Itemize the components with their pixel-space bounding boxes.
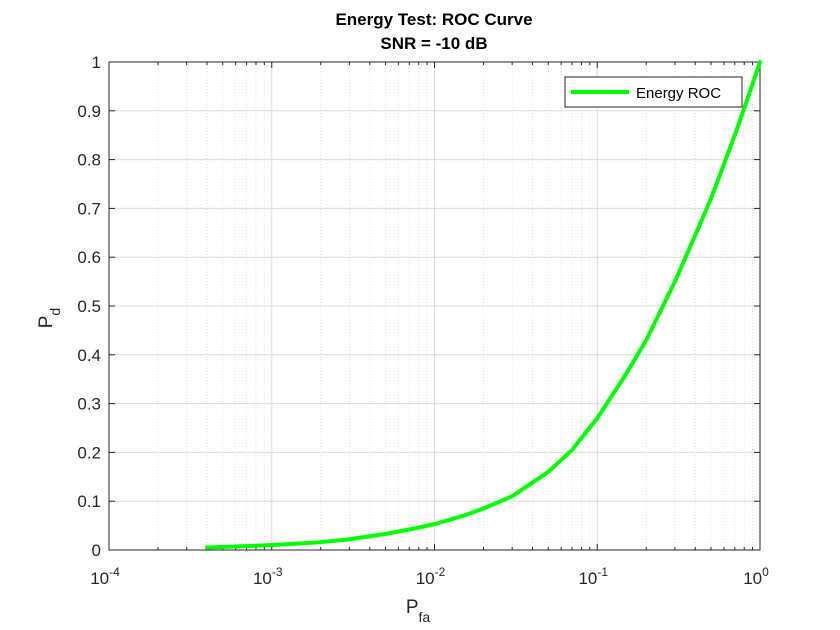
series-layer (204, 60, 762, 550)
x-tick-exponent: -1 (597, 565, 608, 579)
y-axis-label: Pd (36, 308, 63, 328)
x-axis-label-sub: fa (419, 609, 431, 625)
x-tick-base: 10 (578, 569, 597, 588)
x-tick-base: 10 (90, 569, 109, 588)
x-tick-label: 10-1 (578, 565, 608, 588)
x-tick-label: 10-3 (253, 565, 283, 588)
y-tick-label: 0.1 (77, 492, 101, 511)
x-tick-label: 10-2 (416, 565, 446, 588)
x-tick-exponent: -3 (272, 565, 283, 579)
y-tick-label: 0.2 (77, 443, 101, 462)
legend-label-energy-roc: Energy ROC (636, 85, 721, 102)
y-tick-label: 1 (92, 53, 101, 72)
y-axis-label-main: P (36, 316, 57, 329)
x-tick-label: 100 (743, 565, 769, 588)
grid (108, 61, 761, 551)
x-tick-exponent: -2 (435, 565, 446, 579)
chart-title: Energy Test: ROC Curve (335, 10, 532, 29)
y-tick-label: 0.8 (77, 151, 101, 170)
y-tick-label: 0.7 (77, 199, 101, 218)
y-tick-label: 0 (92, 541, 101, 560)
y-tick-label: 0.5 (77, 297, 101, 316)
x-tick-exponent: 0 (762, 565, 769, 579)
x-tick-base: 10 (743, 569, 762, 588)
y-tick-label: 0.9 (77, 102, 101, 121)
y-tick-label: 0.3 (77, 395, 101, 414)
series-line-energy-roc (204, 60, 762, 550)
y-tick-label: 0.4 (77, 346, 101, 365)
chart-subtitle: SNR = -10 dB (380, 34, 487, 53)
y-axis-label-sub: d (47, 308, 63, 316)
x-tick-base: 10 (416, 569, 435, 588)
x-tick-exponent: -4 (109, 565, 120, 579)
legend: Energy ROC (564, 76, 743, 108)
x-tick-label: 10-4 (90, 565, 120, 588)
x-tick-base: 10 (253, 569, 272, 588)
y-tick-label: 0.6 (77, 248, 101, 267)
x-axis-label-main: P (406, 597, 419, 618)
x-axis-label: Pfa (406, 597, 431, 625)
axis-ticks (108, 61, 761, 551)
